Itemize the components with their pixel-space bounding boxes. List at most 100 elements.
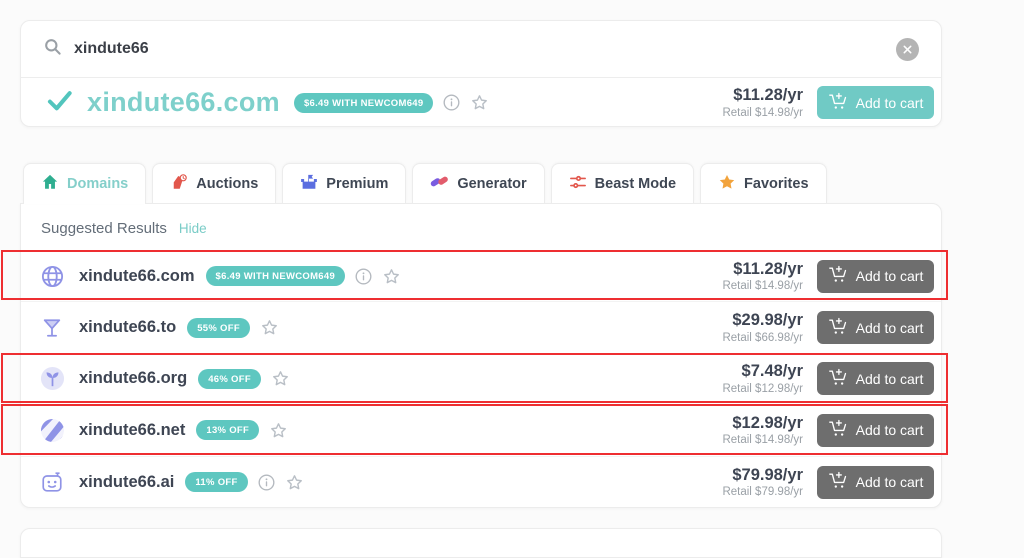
retail-price: Retail $12.98/yr xyxy=(722,383,803,396)
result-domain[interactable]: xindute66.to xyxy=(79,318,177,337)
favorite-star-icon[interactable] xyxy=(269,421,288,440)
add-to-cart-label: Add to cart xyxy=(855,422,924,439)
result-price-block: $7.48/yr Retail $12.98/yr xyxy=(722,361,803,396)
cart-plus-icon xyxy=(828,265,849,287)
discount-badge: 46% OFF xyxy=(198,368,261,389)
retail-price: Retail $66.98/yr xyxy=(722,331,803,344)
tab-label: Domains xyxy=(67,176,129,192)
discount-badge: 13% OFF xyxy=(196,420,260,441)
result-price-block: $12.98/yr Retail $14.98/yr xyxy=(722,413,803,448)
discount-badge: $6.49 WITH NEWCOM649 xyxy=(205,266,346,287)
cart-plus-icon xyxy=(828,471,849,493)
add-to-cart-label: Add to cart xyxy=(855,319,924,336)
exact-match-row: xindute66.com $6.49 WITH NEWCOM649 $11.2… xyxy=(21,78,941,127)
result-domain[interactable]: xindute66.net xyxy=(79,420,186,439)
result-row: xindute66.com $6.49 WITH NEWCOM649 $11.2… xyxy=(21,251,941,303)
tab-beast-mode[interactable]: Beast Mode xyxy=(550,163,695,203)
cocktail-icon xyxy=(39,317,65,339)
cart-plus-icon xyxy=(828,317,849,339)
add-to-cart-button[interactable]: Add to cart xyxy=(817,465,934,499)
domain-search-page: { "colors": { "teal_badge": "#5ec7c0", "… xyxy=(1,20,948,558)
check-icon xyxy=(46,87,73,119)
favorite-star-icon[interactable] xyxy=(260,318,279,337)
cart-plus-icon xyxy=(828,92,849,114)
pills-icon xyxy=(430,172,449,195)
favorite-star-icon[interactable] xyxy=(382,267,401,286)
globe-icon xyxy=(39,264,65,289)
retail-price: Retail $14.98/yr xyxy=(722,280,803,293)
result-price-block: $79.98/yr Retail $79.98/yr xyxy=(722,465,803,500)
price: $11.28/yr xyxy=(733,86,803,104)
search-card: xindute66 xindute66.com $6.49 WITH NEWCO… xyxy=(20,20,942,127)
retail-price: Retail $14.98/yr xyxy=(722,106,803,119)
search-input[interactable]: xindute66 xyxy=(21,21,941,78)
favorites-star-icon xyxy=(718,173,736,195)
add-to-cart-label: Add to cart xyxy=(855,370,924,387)
discount-badge: 55% OFF xyxy=(187,317,250,338)
add-to-cart-label: Add to cart xyxy=(855,474,924,491)
castle-icon xyxy=(300,173,318,195)
result-price-block: $29.98/yr Retail $66.98/yr xyxy=(722,310,803,345)
result-domain[interactable]: xindute66.org xyxy=(79,369,188,388)
tab-domains[interactable]: Domains xyxy=(23,163,147,204)
price: $29.98/yr xyxy=(732,311,803,330)
info-icon[interactable] xyxy=(443,94,460,111)
tab-label: Premium xyxy=(326,175,389,192)
price: $11.28/yr xyxy=(733,259,803,278)
retail-price: Retail $14.98/yr xyxy=(722,434,803,447)
promo-badge: $6.49 WITH NEWCOM649 xyxy=(293,92,434,113)
next-card xyxy=(20,528,942,558)
swirl-icon xyxy=(39,418,65,443)
result-row: xindute66.net 13% OFF $12.98/yr Retail $… xyxy=(21,405,941,457)
result-row: xindute66.org 46% OFF $7.48/yr Retail $1… xyxy=(21,354,941,406)
retail-price: Retail $79.98/yr xyxy=(722,486,803,499)
plant-icon xyxy=(39,366,65,391)
suggested-results-header: Suggested Results Hide xyxy=(21,204,941,251)
info-icon[interactable] xyxy=(355,268,372,285)
sliders-icon xyxy=(569,173,587,195)
cart-plus-icon xyxy=(828,368,849,390)
tab-label: Auctions xyxy=(196,175,259,192)
close-icon xyxy=(903,45,912,53)
clear-search-button[interactable] xyxy=(896,37,919,61)
tab-label: Favorites xyxy=(744,175,809,192)
result-domain[interactable]: xindute66.com xyxy=(79,266,195,285)
add-to-cart-button[interactable]: Add to cart xyxy=(817,86,934,119)
search-icon xyxy=(43,37,62,61)
info-icon[interactable] xyxy=(258,474,275,491)
result-row: xindute66.ai 11% OFF $79.98/yr Retail $7… xyxy=(21,457,941,508)
favorite-star-icon[interactable] xyxy=(285,473,304,492)
price: $7.48/yr xyxy=(741,362,803,381)
favorite-star-icon[interactable] xyxy=(470,93,489,112)
add-to-cart-label: Add to cart xyxy=(855,94,924,111)
results-card: Suggested Results Hide xindute66.com $6.… xyxy=(20,203,942,508)
result-price-block: $11.28/yr Retail $14.98/yr xyxy=(722,259,803,294)
exact-match-price-block: $11.28/yr Retail $14.98/yr xyxy=(722,85,803,120)
auction-gavel-icon xyxy=(170,173,188,195)
favorite-star-icon[interactable] xyxy=(271,369,290,388)
hide-link[interactable]: Hide xyxy=(178,221,207,236)
price: $12.98/yr xyxy=(732,413,803,432)
exact-match-domain[interactable]: xindute66.com xyxy=(87,87,280,117)
add-to-cart-button[interactable]: Add to cart xyxy=(817,311,934,345)
section-title: Suggested Results xyxy=(41,220,167,237)
add-to-cart-button[interactable]: Add to cart xyxy=(817,362,934,396)
add-to-cart-button[interactable]: Add to cart xyxy=(817,259,934,293)
tab-label: Generator xyxy=(457,175,527,192)
tab-bar: Domains Auctions Premium Generator Beast… xyxy=(23,163,827,204)
add-to-cart-button[interactable]: Add to cart xyxy=(817,413,934,447)
cart-plus-icon xyxy=(828,419,849,441)
tab-label: Beast Mode xyxy=(594,175,677,192)
search-query-text: xindute66 xyxy=(74,40,149,57)
result-domain[interactable]: xindute66.ai xyxy=(79,472,175,491)
tab-generator[interactable]: Generator xyxy=(412,163,545,203)
result-row: xindute66.to 55% OFF $29.98/yr Retail $6… xyxy=(21,302,941,354)
robot-icon xyxy=(39,470,65,494)
add-to-cart-label: Add to cart xyxy=(855,268,924,285)
discount-badge: 11% OFF xyxy=(185,472,248,493)
tab-premium[interactable]: Premium xyxy=(282,163,407,203)
price: $79.98/yr xyxy=(732,465,803,484)
tab-auctions[interactable]: Auctions xyxy=(152,163,277,203)
tab-favorites[interactable]: Favorites xyxy=(700,163,827,203)
home-icon xyxy=(41,173,59,195)
